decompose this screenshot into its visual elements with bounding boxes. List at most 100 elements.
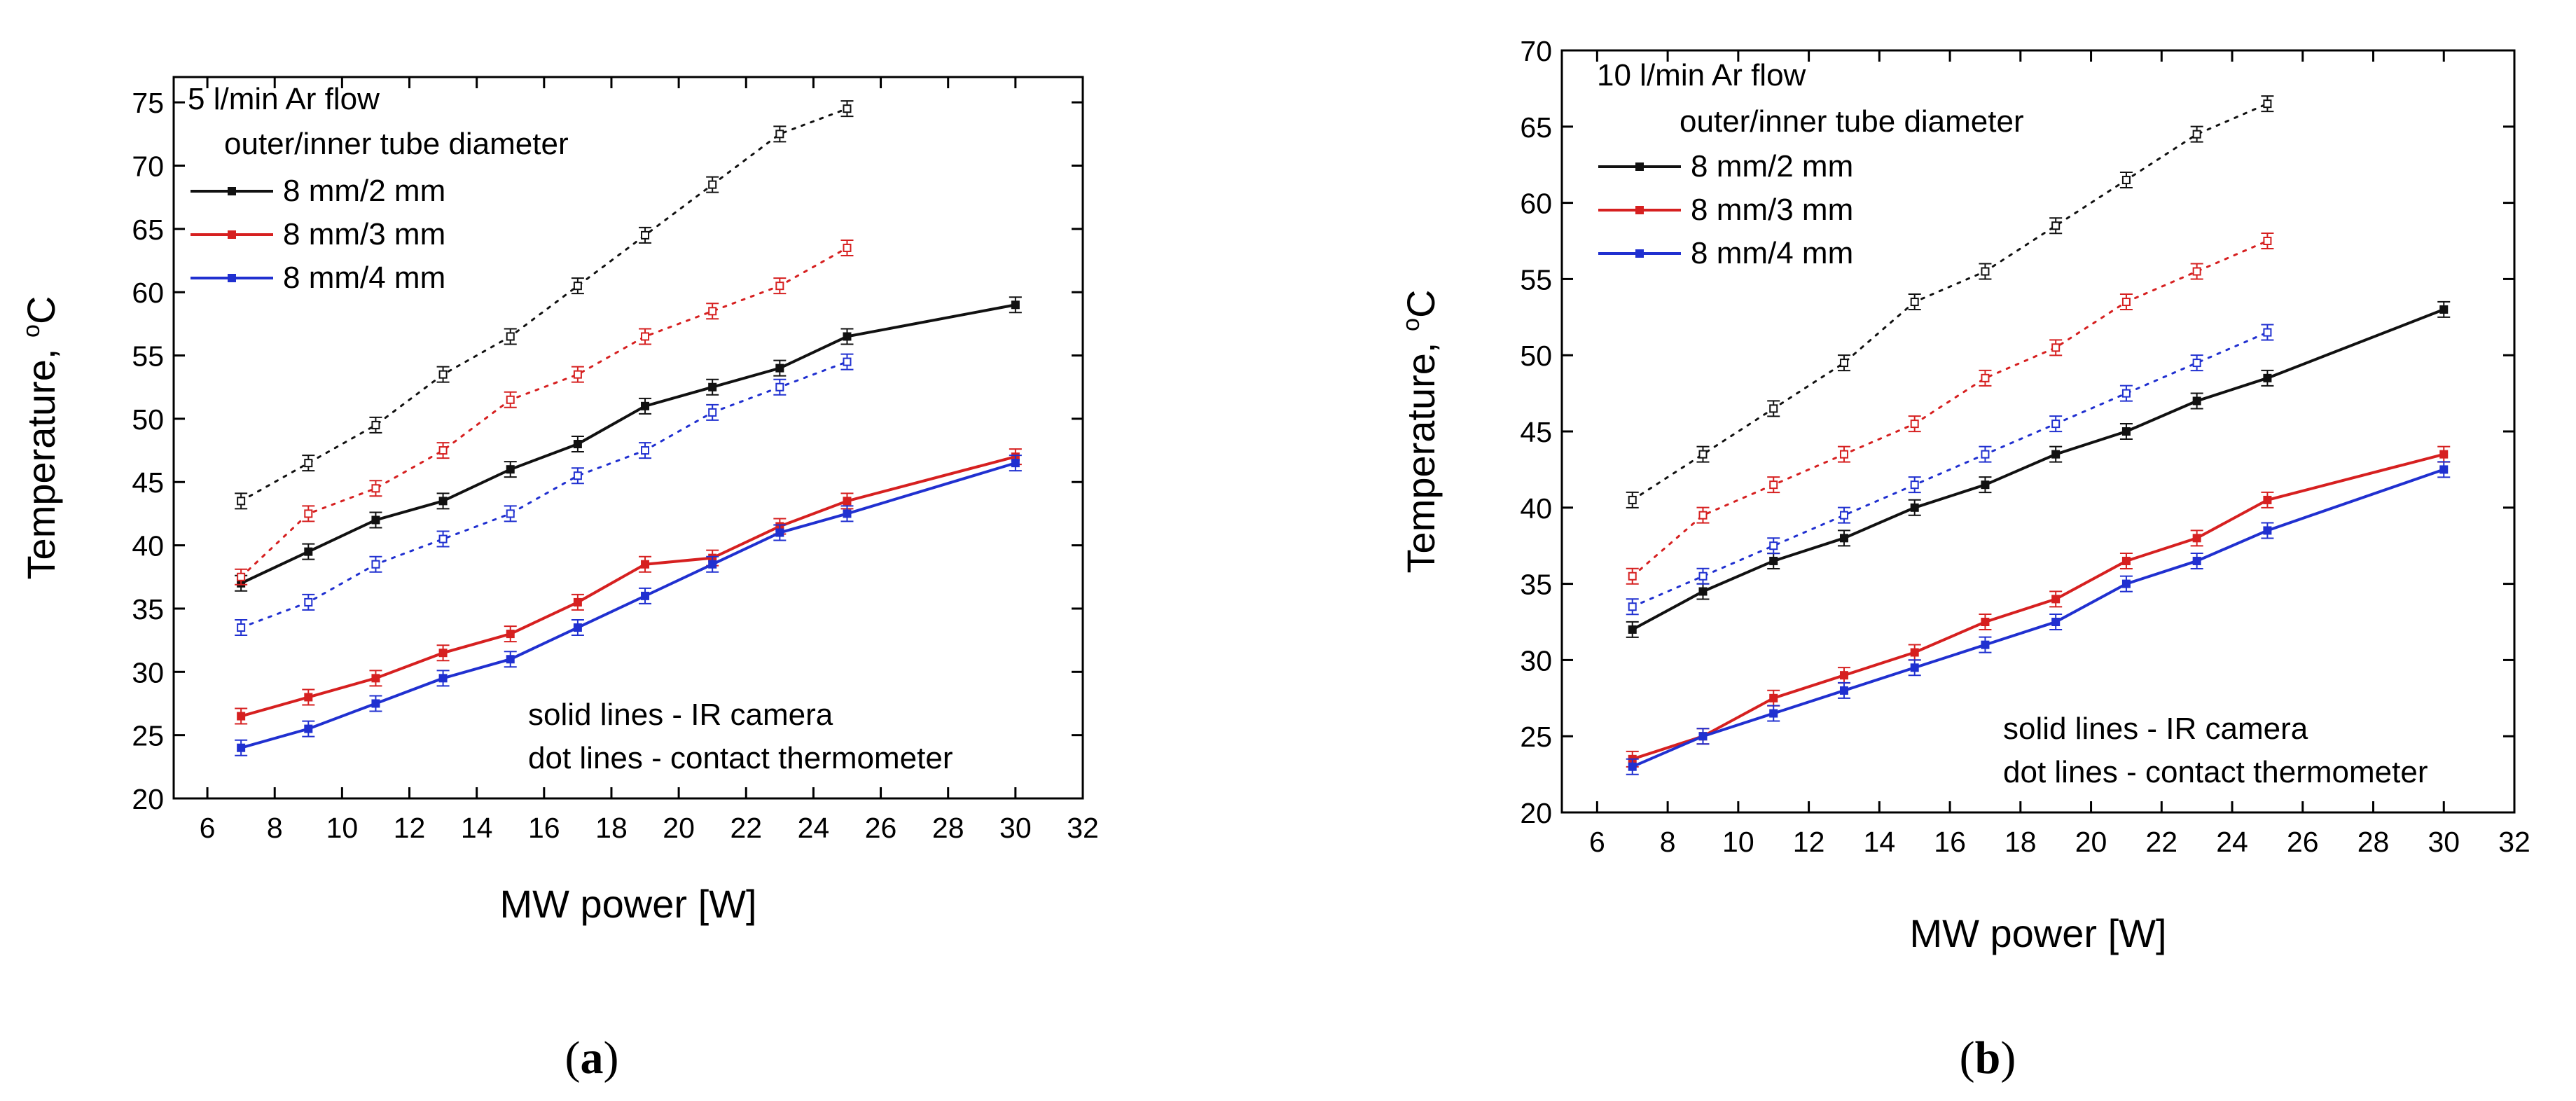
y-tick-label: 35 — [132, 593, 164, 625]
data-point — [641, 332, 650, 341]
x-tick-label: 6 — [200, 812, 216, 844]
series-line — [1631, 102, 2269, 501]
x-tick-label: 30 — [999, 812, 1032, 844]
data-point — [1839, 359, 1848, 368]
data-point — [1910, 420, 1919, 429]
legend-label: 8 mm/4 mm — [1691, 236, 1853, 270]
legend-item: 8 mm/2 mm — [191, 174, 445, 208]
y-tick-label: 20 — [132, 783, 164, 815]
data-point — [843, 357, 852, 366]
data-point — [2439, 450, 2449, 459]
y-tick-label: 55 — [1520, 263, 1552, 296]
data-point — [371, 515, 380, 525]
data-point — [1910, 648, 1919, 657]
data-point — [2263, 526, 2272, 535]
data-point — [506, 395, 515, 404]
data-point — [573, 370, 582, 379]
data-point — [304, 459, 313, 468]
data-point — [2263, 237, 2272, 245]
legend-label: 8 mm/3 mm — [1691, 193, 1853, 227]
data-point — [237, 743, 246, 752]
data-point — [1910, 503, 1919, 512]
data-point — [573, 471, 582, 480]
data-point — [573, 597, 582, 607]
data-point — [573, 440, 582, 449]
series-line — [240, 361, 848, 629]
data-point — [1981, 618, 1990, 626]
series-ir-3mm — [235, 448, 1022, 725]
chart-a: 6 8 10 12 14 16 18 20 22 24 26 28 30 32 20 25 30 35 40 45 50… — [18, 76, 1099, 926]
data-point — [1769, 541, 1778, 550]
data-point — [2051, 450, 2061, 459]
y-tick-label: 30 — [132, 656, 164, 688]
chart-title: 5 l/min Ar flow — [188, 82, 380, 116]
y-tick-label: 35 — [1520, 569, 1552, 601]
legend-label: 8 mm/2 mm — [283, 174, 445, 208]
data-point — [1981, 373, 1990, 382]
y-tick-label: 65 — [1520, 111, 1552, 144]
data-point — [2192, 130, 2201, 139]
y-tick-label: 70 — [1520, 35, 1552, 67]
y-tick-label: 45 — [132, 466, 164, 499]
data-point — [2192, 534, 2201, 543]
legend-title: outer/inner tube diameter — [1680, 104, 2024, 139]
data-point — [237, 623, 246, 632]
data-point — [843, 509, 852, 518]
data-point — [1839, 534, 1848, 543]
data-point — [2051, 618, 2061, 626]
x-tick-label: 22 — [730, 812, 762, 844]
data-point — [1769, 480, 1778, 490]
data-point — [1839, 686, 1848, 695]
x-tick-label: 32 — [2498, 826, 2530, 858]
data-point — [506, 630, 515, 639]
data-point — [371, 484, 380, 493]
data-point — [1698, 511, 1708, 520]
x-tick-label: 16 — [1934, 826, 1966, 858]
data-point — [2121, 298, 2131, 307]
legend-label: 8 mm/4 mm — [283, 261, 445, 295]
y-tick-label: 60 — [1520, 188, 1552, 220]
y-tick-label: 50 — [132, 403, 164, 436]
y-axis-label: Temperature, oC — [18, 296, 63, 580]
plot-frame — [172, 76, 1084, 800]
legend-swatch-marker — [1635, 162, 1644, 171]
data-point — [304, 724, 313, 733]
data-point — [371, 699, 380, 708]
data-point — [573, 282, 582, 291]
y-tick-label: 40 — [132, 530, 164, 562]
y-tick-label: 75 — [132, 87, 164, 119]
data-point — [641, 230, 650, 240]
series-line — [1631, 308, 2444, 631]
series-line — [1631, 331, 2269, 608]
data-point — [2263, 495, 2272, 504]
data-point — [304, 597, 313, 607]
x-tick-label: 22 — [2145, 826, 2177, 858]
legend-swatch-marker — [1635, 206, 1644, 214]
data-point — [1769, 404, 1778, 413]
series-ir-2mm — [235, 296, 1022, 592]
data-point — [1698, 572, 1708, 581]
data-point — [708, 180, 717, 189]
data-point — [1698, 450, 1708, 459]
x-tick-label: 18 — [595, 812, 628, 844]
data-point — [1698, 587, 1708, 596]
x-tick-label: 10 — [326, 812, 359, 844]
data-point — [2121, 175, 2131, 184]
caption-a: (a) — [565, 1032, 619, 1083]
data-point — [438, 370, 448, 379]
data-point — [438, 446, 448, 455]
x-tick-label: 8 — [267, 812, 283, 844]
data-point — [2051, 221, 2061, 230]
data-point — [2263, 328, 2272, 337]
x-tick-label: 14 — [461, 812, 493, 844]
data-point — [1839, 511, 1848, 520]
data-point — [1910, 480, 1919, 490]
data-point — [1628, 572, 1637, 581]
data-point — [708, 408, 717, 417]
data-point — [1628, 495, 1637, 504]
data-point — [371, 420, 380, 429]
y-tick-label: 55 — [132, 340, 164, 373]
y-axis-label-unit: C — [19, 296, 63, 324]
data-point — [708, 560, 717, 569]
